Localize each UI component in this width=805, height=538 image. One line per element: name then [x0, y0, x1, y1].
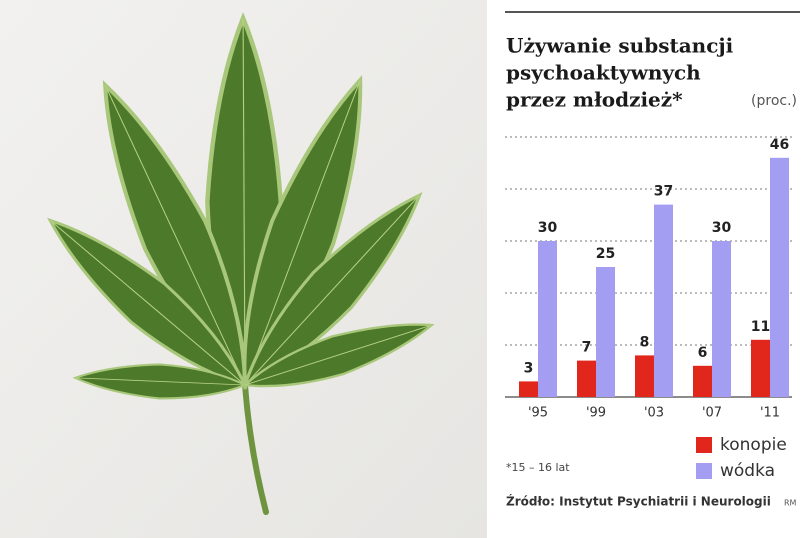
legend-swatch: [696, 463, 712, 479]
legend-swatch: [696, 437, 712, 453]
value-label: 8: [640, 334, 650, 350]
value-label: 25: [596, 246, 615, 262]
chart-title: psychoaktywnych: [506, 61, 701, 85]
x-tick-label: '99: [586, 406, 606, 421]
value-label: 6: [698, 345, 708, 361]
value-label: 7: [582, 340, 592, 356]
x-tick-label: '03: [644, 406, 664, 421]
bar: [654, 204, 673, 397]
bar: [693, 365, 712, 397]
legend-label: wódka: [720, 461, 775, 481]
value-label: 30: [712, 220, 732, 236]
x-tick-label: '95: [528, 406, 548, 421]
bar: [577, 360, 596, 397]
bar: [770, 157, 789, 397]
chart: Używanie substancji psychoaktywnych przez …: [505, 34, 797, 509]
value-label: 46: [770, 137, 789, 153]
bar: [519, 381, 538, 397]
value-label: 37: [654, 184, 673, 200]
bar: [538, 241, 557, 397]
value-label: 30: [538, 220, 558, 236]
bar: [751, 339, 770, 397]
chart-title: Używanie substancji: [506, 34, 734, 58]
x-tick-label: '11: [760, 406, 780, 421]
leaf-photo: [0, 0, 487, 538]
footnote: *15 – 16 lat: [506, 461, 570, 474]
legend-label: konopie: [720, 435, 787, 455]
bar: [712, 241, 731, 397]
source: Źródło: Instytut Psychiatrii i Neurologi…: [506, 494, 771, 509]
x-tick-label: '07: [702, 406, 722, 421]
bar: [635, 355, 654, 397]
unit-label: (proc.): [751, 93, 797, 109]
chart-title: przez młodzież*: [506, 88, 683, 112]
value-label: 3: [524, 360, 534, 376]
value-label: 11: [751, 319, 770, 335]
credit: RM: [784, 499, 797, 508]
bar: [596, 267, 615, 397]
